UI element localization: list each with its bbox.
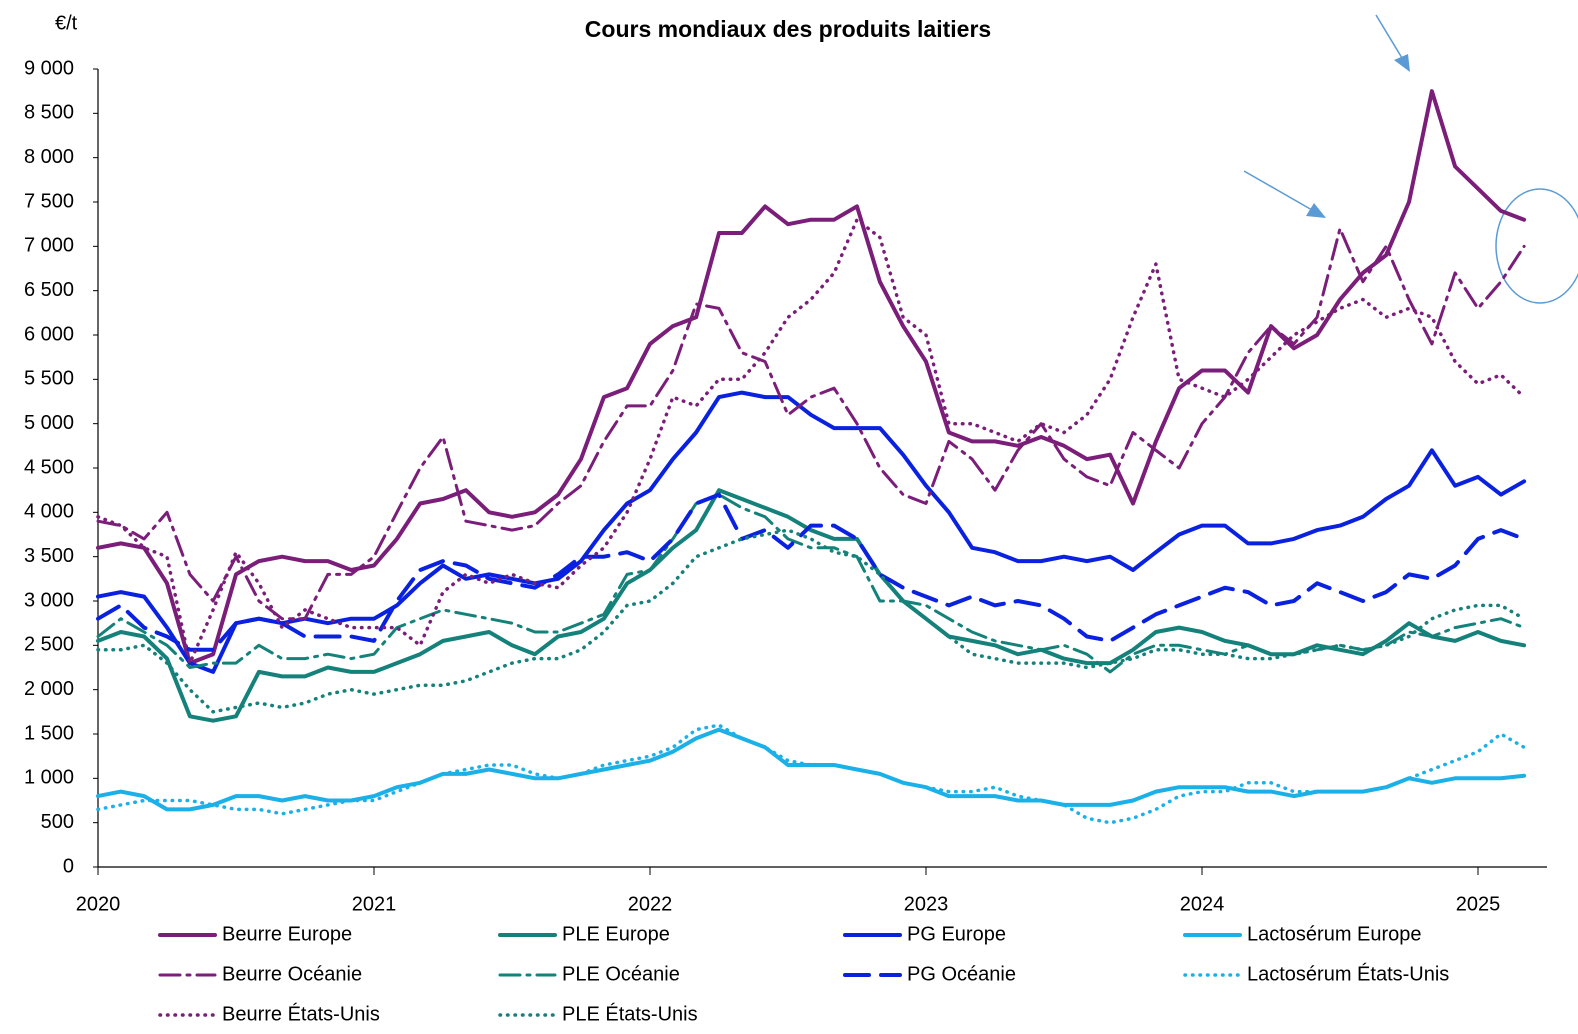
highlight-circle [1495,188,1578,304]
series-line [96,493,1526,674]
y-tick-label: 4 500 [24,456,74,478]
series-line [96,528,1526,714]
arrow-head [1394,54,1410,72]
y-tick-label: 3 000 [24,589,74,611]
y-axis-label: €/t [55,12,78,34]
legend-label: Lactosérum États-Unis [1247,962,1449,985]
x-tick-label: 2023 [904,893,949,915]
legend-label: PG Océanie [907,963,1016,985]
y-tick-label: 4 000 [24,501,74,523]
x-tick-label: 2020 [76,893,121,915]
legend-label: PG Europe [907,923,1006,945]
y-tick-label: 1 500 [24,722,74,744]
legend-label: Beurre Océanie [222,963,362,985]
series-line [96,217,1526,665]
arrow-head [1306,203,1326,218]
arrow [1375,14,1403,59]
series-line [96,723,1526,825]
y-tick-label: 6 000 [24,323,74,345]
y-tick-label: 8 000 [24,146,74,168]
x-tick-label: 2024 [1180,893,1225,915]
y-tick-label: 7 000 [24,235,74,257]
y-tick-label: 5 500 [24,368,74,390]
series-line [96,727,1527,812]
y-tick-label: 2 000 [24,678,74,700]
series-line [96,227,1526,621]
series-line [96,492,1527,652]
chart-title: Cours mondiaux des produits laitiers [585,16,991,42]
series-line [96,89,1527,666]
legend-label: PLE Océanie [562,963,680,985]
legend-label: Beurre États-Unis [222,1002,380,1025]
legend-label: PLE États-Unis [562,1002,698,1025]
y-tick-label: 3 500 [24,545,74,567]
y-tick-label: 9 000 [24,57,74,79]
annotations [1243,14,1578,304]
x-tick-label: 2025 [1456,893,1501,915]
y-tick-label: 6 500 [24,279,74,301]
y-tick-label: 5 000 [24,412,74,434]
legend-label: PLE Europe [562,923,670,945]
y-tick-label: 1 000 [24,767,74,789]
legend-label: Lactosérum Europe [1247,923,1422,945]
series-line [96,390,1527,674]
y-tick-label: 0 [63,855,74,877]
y-tick-label: 500 [41,811,74,833]
x-tick-label: 2021 [352,893,397,915]
y-tick-label: 8 500 [24,102,74,124]
y-tick-label: 2 500 [24,634,74,656]
arrow [1243,170,1313,211]
legend-label: Beurre Europe [222,923,352,945]
y-tick-label: 7 500 [24,190,74,212]
x-tick-label: 2022 [628,893,673,915]
